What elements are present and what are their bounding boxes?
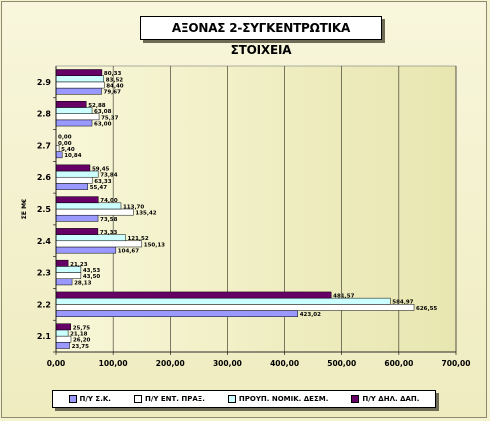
bar [55, 81, 105, 89]
data-label: 74,00 [100, 198, 118, 204]
data-label: 73,33 [100, 230, 118, 236]
legend-label: Π/Υ Σ.Κ. [79, 395, 111, 403]
data-label: 0,00 [58, 141, 72, 147]
legend-swatch [133, 395, 142, 403]
data-label: 63,08 [94, 109, 112, 115]
data-label: 84,40 [106, 83, 124, 89]
bar [55, 214, 99, 222]
y-tick-label: 2.9 [37, 78, 52, 87]
data-label: 121,52 [127, 236, 148, 242]
bar [55, 310, 298, 317]
legend-swatch [68, 395, 77, 403]
bar [55, 87, 102, 95]
legend-label: ΠΡΟΥΠ. ΝΟΜΙΚ. ΔΕΣΜ. [238, 395, 329, 403]
bar [55, 335, 72, 343]
y-tick-label: 2.6 [37, 173, 52, 182]
bar [55, 196, 99, 204]
data-label: 104,67 [118, 249, 139, 255]
bar [55, 278, 73, 286]
data-label: 584,97 [392, 300, 413, 306]
bar [55, 329, 69, 337]
bar [55, 113, 100, 121]
bar [55, 107, 93, 114]
y-axis-label: ΣΕ M€ [21, 199, 28, 219]
data-label: 63,00 [94, 121, 112, 127]
legend-item: Π/Υ ΔΗΛ. ΔΑΠ. [351, 395, 419, 403]
bar [55, 246, 117, 254]
x-tick-label: 600,00 [384, 359, 413, 368]
y-tick-label: 2.8 [37, 110, 52, 119]
bars-group [55, 69, 415, 349]
legend-label: Π/Υ ΕΝΤ. ΠΡΑΞ. [144, 395, 205, 403]
x-tick-label: 400,00 [270, 359, 299, 368]
data-label: 25,75 [73, 325, 91, 331]
data-label: 79,67 [104, 90, 122, 96]
bar [55, 323, 71, 331]
bar [55, 272, 82, 280]
legend-label: Π/Υ ΔΗΛ. ΔΑΠ. [362, 395, 420, 403]
data-label: 135,42 [135, 211, 156, 217]
y-tick-label: 2.1 [37, 332, 52, 341]
data-label: 23,75 [72, 344, 90, 350]
data-label: 113,70 [123, 204, 144, 210]
data-label: 80,33 [104, 71, 122, 77]
legend-item: Π/Υ ΕΝΤ. ΠΡΑΞ. [133, 395, 205, 403]
x-tick-label: 300,00 [213, 359, 242, 368]
data-label: 83,52 [106, 77, 124, 83]
data-label: 21,18 [70, 332, 88, 338]
y-tick-label: 2.4 [37, 237, 52, 246]
bar [55, 208, 134, 216]
bar [55, 228, 99, 235]
bar [55, 342, 70, 349]
data-label: 626,55 [416, 306, 437, 312]
data-label: 75,37 [101, 115, 119, 121]
data-label: 73,84 [100, 173, 118, 179]
data-label: 52,88 [88, 103, 106, 109]
data-label: 28,13 [74, 280, 92, 286]
chart-legend: Π/Υ Σ.Κ. Π/Υ ΕΝΤ. ΠΡΑΞ. ΠΡΟΥΠ. ΝΟΜΙΚ. ΔΕΣΜ… [52, 390, 436, 408]
x-tick-label: 700,00 [442, 359, 471, 368]
data-label: 43,53 [83, 268, 101, 274]
bar [55, 304, 415, 311]
data-label: 423,02 [300, 312, 321, 318]
data-label: 55,47 [90, 185, 108, 191]
x-tick-label: 100,00 [99, 359, 128, 368]
legend-item: ΠΡΟΥΠ. ΝΟΜΙΚ. ΔΕΣΜ. [227, 395, 329, 403]
bar [55, 259, 69, 267]
legend-swatch [227, 395, 236, 403]
y-tick-label: 2.3 [37, 269, 51, 278]
bar [55, 119, 93, 127]
y-tick-label: 2.7 [37, 141, 51, 150]
bar [55, 75, 104, 83]
data-label: 26,20 [73, 338, 91, 344]
bar [55, 176, 93, 184]
data-label: 63,33 [94, 179, 112, 185]
data-label: 5,40 [61, 147, 75, 153]
chart-title: ΑΞΟΝΑΣ 2-ΣΥΓΚΕΝΤΡΩΤΙΚΑ ΣΤΟΙΧΕΙΑ [140, 16, 382, 57]
axes-group: 0,00 100,00 200,00 300,00 400,00 500,00 600,00… [37, 66, 471, 368]
data-label: 43,50 [83, 274, 101, 280]
data-label: 150,13 [144, 242, 165, 248]
x-tick-label: 0,00 [47, 359, 66, 368]
data-label: 21,23 [70, 262, 88, 268]
data-label: 59,45 [92, 166, 110, 172]
legend-swatch [351, 395, 360, 403]
y-tick-label: 2.2 [37, 300, 51, 309]
data-label: 73,58 [100, 217, 118, 223]
x-tick-label: 500,00 [327, 359, 356, 368]
legend-item: Π/Υ Σ.Κ. [68, 395, 111, 403]
y-tick-label: 2.5 [37, 205, 52, 214]
bar [55, 164, 91, 172]
bar [55, 69, 103, 76]
data-label: 10,84 [64, 153, 82, 159]
bar [55, 101, 87, 108]
bar [55, 183, 88, 190]
data-label: 0,00 [58, 135, 72, 141]
data-label: 481,57 [333, 294, 354, 300]
bar [55, 291, 332, 299]
x-tick-label: 200,00 [156, 359, 185, 368]
